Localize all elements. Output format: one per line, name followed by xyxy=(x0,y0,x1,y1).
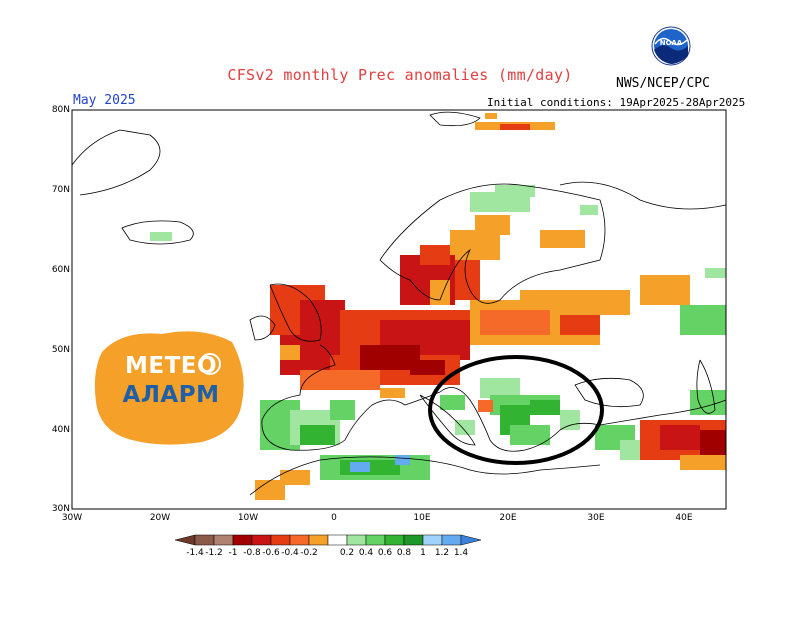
coastlines xyxy=(71,111,727,496)
agency-label: NWS/NCEP/CPC xyxy=(616,76,710,91)
colorbar-label: 0.2 xyxy=(339,548,355,558)
lon-label: 10W xyxy=(237,513,259,523)
anomaly-cells xyxy=(150,113,726,500)
colorbar-label: -0.4 xyxy=(281,548,299,558)
colorbar-cell xyxy=(308,534,329,546)
colorbar-label: 0.4 xyxy=(358,548,374,558)
noaa-logo-text: NOAA xyxy=(660,39,683,47)
colorbar-cell xyxy=(327,534,348,546)
map-frame xyxy=(71,109,727,510)
colorbar-label: 1.2 xyxy=(434,548,450,558)
lat-label: 60N xyxy=(51,265,70,275)
colorbar-cell xyxy=(251,534,272,546)
forecast-month: May 2025 xyxy=(73,93,136,108)
initial-conditions: Initial conditions: 19Apr2025-28Apr2025 xyxy=(487,96,746,109)
colorbar-cell xyxy=(403,534,424,546)
lat-label: 40N xyxy=(51,425,70,435)
colorbar-cell xyxy=(232,534,253,546)
lat-label: 80N xyxy=(51,105,70,115)
lon-label: 10E xyxy=(413,513,431,523)
noaa-logo-icon: NOAA xyxy=(651,26,691,66)
colorbar-cell xyxy=(270,534,291,546)
colorbar-label: -1.4 xyxy=(186,548,204,558)
colorbar-cell xyxy=(365,534,386,546)
colorbar-label: 0.6 xyxy=(377,548,393,558)
anomaly-cell-wet xyxy=(150,232,172,241)
colorbar-cell xyxy=(441,534,462,546)
colorbar-cell xyxy=(384,534,405,546)
watermark-line2: АЛАРМ xyxy=(122,382,220,408)
lon-label: 40E xyxy=(675,513,693,523)
colorbar-label: -1 xyxy=(228,548,238,558)
lon-label: 30W xyxy=(61,513,83,523)
colorbar-label: 1.4 xyxy=(453,548,469,558)
lon-label: 20W xyxy=(149,513,171,523)
colorbar-cell xyxy=(194,534,215,546)
colorbar-cell xyxy=(213,534,234,546)
colorbar-label: -0.6 xyxy=(262,548,280,558)
colorbar-label: 1 xyxy=(420,548,426,558)
lat-label: 50N xyxy=(51,345,70,355)
lon-label: 20E xyxy=(499,513,517,523)
colorbar-left-arrow xyxy=(174,534,196,546)
lon-label: 30E xyxy=(587,513,605,523)
colorbar-label: 0.8 xyxy=(396,548,412,558)
colorbar-right-arrow xyxy=(460,534,482,546)
chart-title: CFSv2 monthly Prec anomalies (mm/day) xyxy=(227,66,573,84)
balkans-highlight-ellipse xyxy=(428,355,604,465)
colorbar-label: -0.8 xyxy=(243,548,261,558)
lat-label: 30N xyxy=(51,504,70,514)
colorbar-cell xyxy=(422,534,443,546)
colorbar-cell xyxy=(346,534,367,546)
meteo-alarm-logo xyxy=(94,331,244,445)
colorbar-cell xyxy=(289,534,310,546)
colorbar-label: -0.2 xyxy=(300,548,318,558)
colorbar-label: -1.2 xyxy=(205,548,223,558)
watermark-line1: МЕТЕО xyxy=(124,353,218,379)
lat-label: 70N xyxy=(51,185,70,195)
lon-label: 0 xyxy=(331,513,337,523)
